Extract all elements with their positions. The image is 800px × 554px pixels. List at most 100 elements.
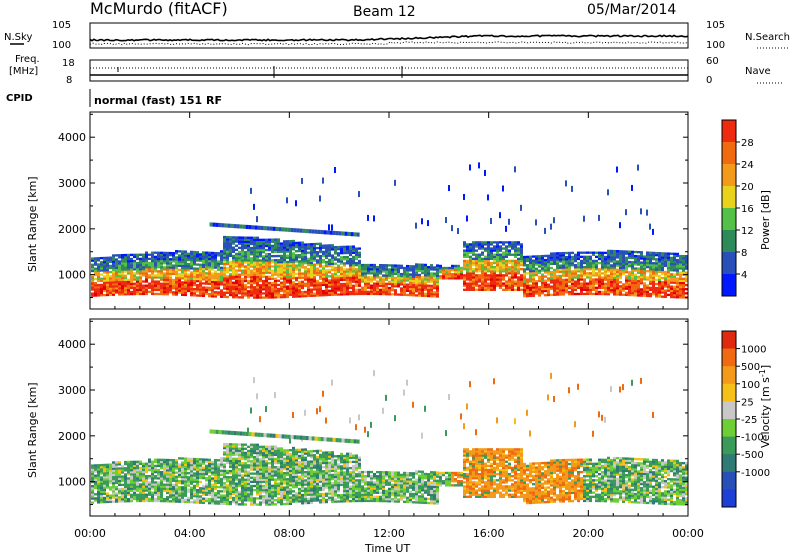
heatmap-cell	[94, 259, 97, 262]
heatmap-cell	[103, 488, 106, 491]
heatmap-cell	[481, 270, 484, 273]
heatmap-cell	[328, 244, 331, 247]
heatmap-cell	[112, 475, 115, 479]
heatmap-cell	[460, 277, 463, 280]
heatmap-cell	[235, 501, 238, 504]
heatmap-cell	[226, 500, 229, 504]
heatmap-cell	[94, 486, 97, 490]
heatmap-cell	[145, 466, 148, 470]
heatmap-cell	[94, 464, 97, 467]
heatmap-cell	[553, 281, 556, 284]
heatmap-cell	[124, 495, 127, 499]
heatmap-cell	[598, 276, 601, 279]
heatmap-cell	[550, 275, 553, 278]
heatmap-cell	[520, 267, 523, 271]
heatmap-cell	[577, 268, 580, 271]
heatmap-cell	[655, 295, 658, 298]
colorbar-tick-label: 8	[741, 248, 747, 259]
heatmap-cell	[340, 287, 343, 290]
heatmap-cell	[127, 270, 130, 273]
heatmap-cell	[349, 262, 352, 265]
heatmap-cell	[121, 289, 124, 292]
heatmap-cell	[244, 457, 247, 461]
heatmap-cell	[151, 286, 154, 289]
heatmap-cell	[190, 265, 193, 268]
heatmap-cell	[145, 267, 148, 271]
heatmap-cell	[223, 285, 226, 288]
heatmap-cell	[238, 265, 241, 268]
heatmap-cell	[355, 290, 358, 294]
heatmap-cell	[244, 238, 247, 241]
heatmap-cell	[409, 283, 412, 286]
heatmap-cell	[580, 286, 583, 289]
heatmap-cell	[247, 279, 250, 283]
heatmap-cell	[226, 459, 229, 462]
heatmap-cell	[631, 267, 634, 270]
heatmap-cell	[217, 278, 220, 282]
heatmap-cell	[256, 265, 259, 268]
heatmap-cell	[589, 280, 592, 283]
heatmap-cell	[505, 265, 508, 269]
heatmap-cell	[229, 260, 232, 264]
heatmap-cell	[373, 290, 376, 294]
heatmap-cell	[604, 282, 607, 285]
heatmap-cell	[151, 292, 154, 296]
heatmap-cell	[211, 469, 214, 472]
heatmap-cell	[412, 269, 415, 272]
heatmap-cell	[196, 460, 199, 463]
heatmap-cell	[361, 280, 364, 283]
heatmap-cell	[112, 272, 115, 276]
heatmap-cell	[196, 476, 199, 479]
heatmap-cell	[349, 290, 352, 294]
heatmap-cell	[310, 263, 313, 267]
heatmap-cell	[553, 287, 556, 290]
heatmap-cell	[310, 271, 313, 275]
heatmap-cell	[418, 279, 421, 283]
heatmap-cell	[244, 468, 247, 471]
heatmap-cell	[112, 289, 115, 292]
heatmap-cell	[445, 268, 448, 272]
heatmap-cell	[565, 280, 568, 284]
heatmap-cell	[97, 292, 100, 295]
heatmap-cell	[166, 473, 169, 476]
heatmap-cell	[571, 288, 574, 292]
heatmap-cell	[400, 272, 403, 276]
heatmap-cell	[607, 276, 610, 279]
heatmap-cell	[247, 271, 250, 274]
heatmap-cell	[220, 262, 223, 265]
heatmap-cell	[133, 259, 136, 263]
heatmap-cell	[304, 274, 307, 277]
heatmap-cell	[238, 259, 241, 262]
heatmap-cell	[106, 476, 109, 479]
heatmap-cell	[394, 282, 397, 286]
heatmap-cell	[187, 289, 190, 293]
heatmap-cell	[607, 253, 610, 257]
heatmap-cell	[124, 253, 127, 257]
heatmap-cell	[607, 264, 610, 267]
heatmap-cell	[301, 253, 304, 257]
heatmap-cell	[511, 270, 514, 273]
heatmap-cell	[466, 288, 469, 291]
heatmap-cell	[247, 484, 250, 488]
heatmap-cell	[328, 250, 331, 253]
heatmap-cell	[265, 283, 268, 287]
heatmap-cell	[235, 453, 238, 456]
heatmap-cell	[430, 292, 433, 296]
heatmap-cell	[268, 252, 271, 256]
heatmap-cell	[415, 263, 418, 266]
heatmap-cell	[154, 499, 157, 503]
heatmap-cell	[280, 262, 283, 266]
heatmap-cell	[538, 255, 541, 258]
heatmap-cell	[220, 498, 223, 501]
heatmap-cell	[256, 296, 259, 299]
heatmap-cell	[175, 477, 178, 481]
heatmap-cell	[598, 278, 601, 281]
heatmap-cell	[436, 284, 439, 288]
heatmap-cell	[223, 266, 226, 270]
heatmap-cell	[682, 294, 685, 297]
heatmap-cell	[244, 257, 247, 260]
heatmap-cell	[517, 267, 520, 271]
heatmap-cell	[385, 292, 388, 296]
heatmap-cell	[193, 472, 196, 475]
heatmap-cell	[136, 495, 139, 499]
